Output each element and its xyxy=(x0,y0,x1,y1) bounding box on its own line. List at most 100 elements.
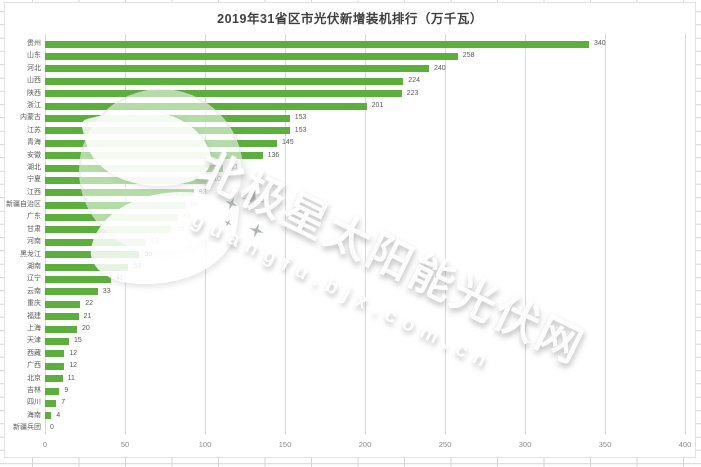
bar xyxy=(45,152,263,160)
category-label: 宁夏 xyxy=(27,176,41,184)
value-label: 93 xyxy=(198,188,207,196)
bar-row: 宁夏 102 xyxy=(27,174,693,186)
bar xyxy=(45,337,69,345)
value-label: 4 xyxy=(56,411,61,419)
bar xyxy=(45,201,186,209)
x-axis: 0 50 100 150 200 250 300 350 400 xyxy=(43,440,691,452)
value-label: 9 xyxy=(64,386,69,394)
category-label: 吉林 xyxy=(27,386,41,394)
bar xyxy=(45,176,209,184)
category-label: 四川 xyxy=(27,399,41,407)
category-label: 云南 xyxy=(27,287,41,295)
x-axis-tick-label: 0 xyxy=(42,440,48,449)
bar xyxy=(45,251,140,259)
bar-row: 海南 4 xyxy=(27,410,693,422)
gridline xyxy=(45,34,46,434)
value-label: 20 xyxy=(82,324,90,332)
category-label: 江西 xyxy=(27,188,41,196)
value-label: 88 xyxy=(190,201,199,209)
value-label: 59 xyxy=(144,250,153,258)
value-label: 102 xyxy=(213,176,225,184)
x-axis-tick-label: 300 xyxy=(518,440,532,449)
value-label: 63 xyxy=(150,238,159,246)
value-label: 136 xyxy=(267,151,280,159)
value-label: 33 xyxy=(102,287,111,295)
bar-row: 江西 93 xyxy=(27,187,693,199)
value-label: 223 xyxy=(406,89,419,97)
bar-row: 湖南 52 xyxy=(27,261,693,273)
bar-row: 黑龙江 59 xyxy=(20,249,693,261)
value-label: 224 xyxy=(408,77,421,85)
category-label: 黑龙江 xyxy=(20,250,41,258)
bar xyxy=(45,77,404,85)
bar-row: 新疆自治区 88 xyxy=(6,199,693,211)
bar xyxy=(45,40,589,48)
bar xyxy=(45,238,146,246)
chart-frame[interactable]: 2019年31省区市光伏新增装机排行（万千瓦） 贵州 340 山东 258 河北 240 山… xyxy=(4,2,696,458)
category-label: 安徽 xyxy=(27,151,41,159)
bar xyxy=(45,375,63,383)
bar-row: 贵州 340 xyxy=(27,38,693,50)
category-label: 山东 xyxy=(27,52,41,60)
bar-row: 山东 258 xyxy=(27,50,693,62)
value-label: 201 xyxy=(371,101,384,109)
category-label: 浙江 xyxy=(27,101,41,109)
category-label: 新疆自治区 xyxy=(6,201,41,209)
category-label: 贵州 xyxy=(27,40,41,47)
category-label: 山西 xyxy=(27,77,41,85)
bar xyxy=(45,189,194,197)
bar-row: 福建 21 xyxy=(27,311,693,323)
bar-row: 天津 15 xyxy=(27,335,693,347)
value-label: 7 xyxy=(61,399,66,407)
x-axis-tick-label: 250 xyxy=(438,440,452,449)
bar-row: 青海 145 xyxy=(27,137,693,149)
bar-row: 内蒙古 153 xyxy=(20,112,693,124)
bar xyxy=(45,362,65,370)
x-axis-tick-label: 150 xyxy=(278,440,292,449)
gridline xyxy=(605,34,606,434)
bar xyxy=(45,114,290,122)
value-label: 12 xyxy=(69,362,77,370)
bar xyxy=(45,276,111,284)
chart-title: 2019年31省区市光伏新增装机排行（万千瓦） xyxy=(217,12,483,26)
bar xyxy=(45,65,429,73)
value-label: 11 xyxy=(67,374,75,382)
bar-row: 广东 83 xyxy=(27,211,693,223)
category-label: 辽宁 xyxy=(27,275,41,283)
category-label: 河北 xyxy=(27,64,41,72)
category-label: 内蒙古 xyxy=(20,114,41,122)
category-label: 湖南 xyxy=(27,263,41,271)
category-label: 青海 xyxy=(27,139,41,147)
x-axis-tick-label: 400 xyxy=(678,440,692,449)
category-label: 北京 xyxy=(27,374,41,382)
category-label: 福建 xyxy=(27,312,41,320)
bar-row: 陕西 223 xyxy=(27,88,693,100)
x-axis-tick-label: 200 xyxy=(358,440,372,449)
category-label: 河南 xyxy=(27,238,41,246)
bar-rows: 贵州 340 山东 258 河北 240 山西 224 陕西 223 浙江 201 内蒙古 153 江苏 15… xyxy=(6,38,693,435)
bar-row: 吉林 9 xyxy=(27,385,693,397)
bar-row: 浙江 201 xyxy=(27,100,693,112)
gridline xyxy=(285,34,286,434)
bar-row: 河北 240 xyxy=(27,63,693,75)
gridline xyxy=(685,34,686,434)
value-label: 111 xyxy=(227,163,239,171)
x-axis-tick-label: 350 xyxy=(598,440,612,449)
value-label: 41 xyxy=(115,275,124,283)
bar xyxy=(45,399,57,407)
value-label: 145 xyxy=(282,139,294,147)
bar-row: 甘肃 79 xyxy=(27,224,693,236)
gridline xyxy=(445,34,446,434)
value-label: 22 xyxy=(85,300,93,308)
value-label: 15 xyxy=(74,337,82,345)
bar xyxy=(45,102,367,110)
value-label: 153 xyxy=(294,126,307,134)
bar-row: 北京 11 xyxy=(27,373,693,385)
bar-row: 新疆兵团 0 xyxy=(13,422,693,434)
bar xyxy=(45,412,52,420)
value-label: 240 xyxy=(434,64,446,72)
value-label: 52 xyxy=(133,263,141,271)
bar xyxy=(45,263,129,271)
bar xyxy=(45,90,402,98)
bar xyxy=(45,350,65,358)
